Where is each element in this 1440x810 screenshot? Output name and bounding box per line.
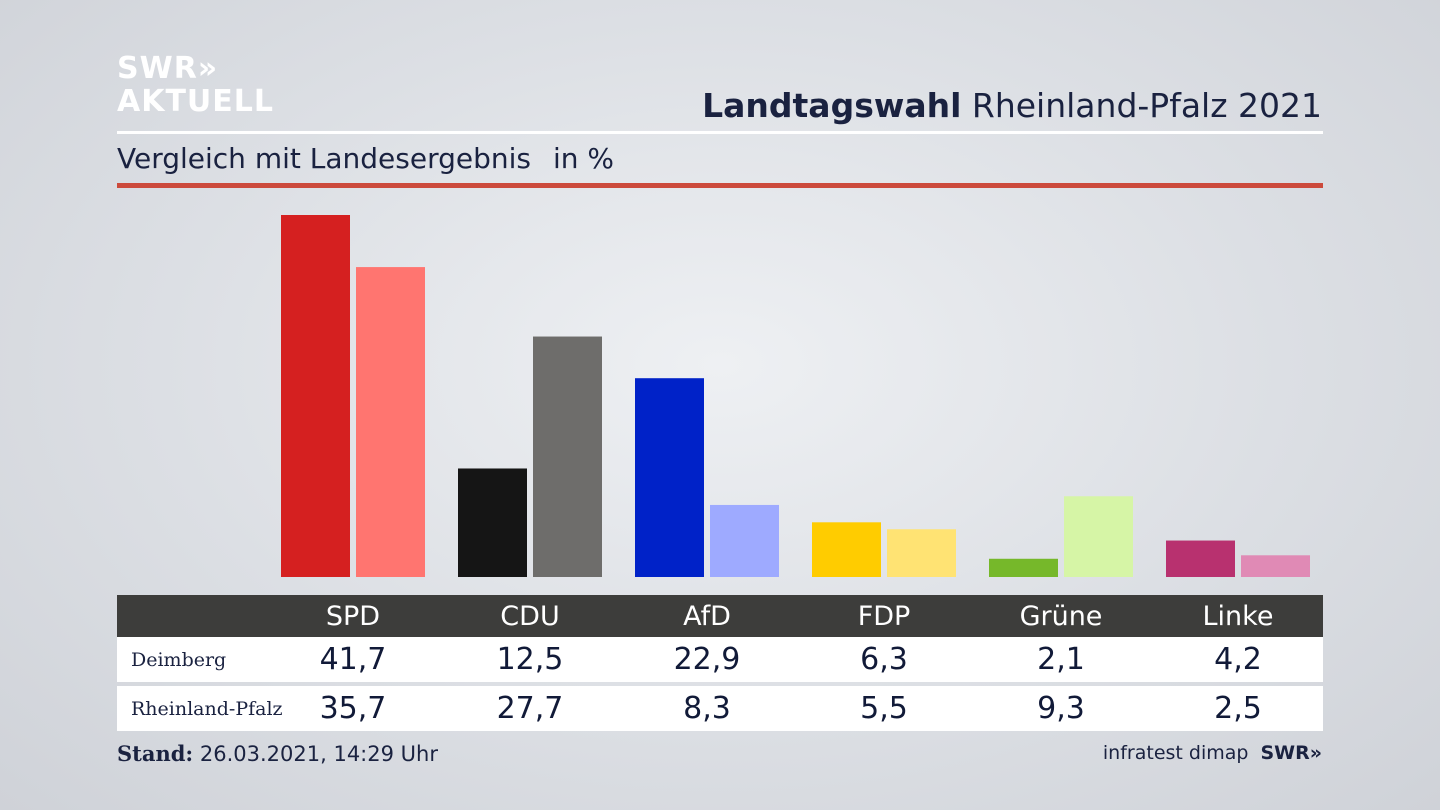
row-label: Rheinland-Pfalz — [131, 697, 283, 720]
value-cell-spd: 35,7 — [319, 691, 387, 726]
source-text: infratest dimap — [1102, 742, 1249, 764]
title-rest: Rheinland-Pfalz 2021 — [971, 86, 1322, 125]
value-cell-afd: 22,9 — [673, 642, 741, 677]
bar-gr-ne-deimberg — [989, 558, 1058, 577]
row-label: Deimberg — [131, 648, 227, 671]
bar-afd-rheinland-pfalz — [710, 504, 779, 577]
column-header-fdp: FDP — [857, 600, 911, 632]
value-cell-fdp: 5,5 — [860, 691, 908, 726]
column-header-linke: Linke — [1202, 600, 1274, 632]
subtitle-divider — [117, 183, 1323, 188]
logo-line-1: SWR» — [117, 51, 219, 86]
column-header-cdu: CDU — [500, 600, 560, 632]
timestamp: Stand: 26.03.2021, 14:29 Uhr — [117, 741, 438, 766]
bar-linke-deimberg — [1166, 540, 1235, 577]
source-credit: infratest dimap SWR» — [1103, 742, 1322, 764]
bar-fdp-rheinland-pfalz — [887, 529, 956, 577]
value-cell-linke: 2,5 — [1214, 691, 1262, 726]
column-header-afd: AfD — [683, 600, 731, 632]
bar-fdp-deimberg — [812, 522, 881, 577]
value-cell-linke: 4,2 — [1214, 642, 1262, 677]
value-cell-gr-ne: 9,3 — [1037, 691, 1085, 726]
column-header-spd: SPD — [325, 600, 381, 632]
table-row-deimberg: Deimberg 41,7 12,5 22,9 6,3 2,1 4,2 — [117, 637, 1323, 682]
source-brand: SWR» — [1260, 742, 1322, 764]
value-cell-gr-ne: 2,1 — [1037, 642, 1085, 677]
bar-cdu-deimberg — [458, 468, 527, 577]
bar-spd-rheinland-pfalz — [356, 267, 425, 577]
value-cell-cdu: 27,7 — [496, 691, 564, 726]
stand-value: 26.03.2021, 14:29 Uhr — [199, 742, 438, 766]
bar-chart — [281, 215, 1310, 577]
bar-spd-deimberg — [281, 215, 350, 577]
bar-afd-deimberg — [635, 378, 704, 577]
title-divider — [117, 131, 1323, 134]
column-header-gr-ne: Grüne — [1019, 600, 1103, 632]
results-table: SPD CDU AfD FDP Grüne Linke Deimberg 41,7 12,5… — [117, 595, 1323, 731]
chart-subtitle: Vergleich mit Landesergebnis in % — [117, 142, 614, 175]
logo-line-2: AKTUELL — [117, 84, 275, 119]
table-header: SPD CDU AfD FDP Grüne Linke — [117, 595, 1323, 637]
bar-linke-rheinland-pfalz — [1241, 555, 1310, 577]
swr-aktuell-logo: SWR» AKTUELL — [117, 54, 274, 117]
stand-label: Stand: — [117, 741, 194, 766]
value-cell-cdu: 12,5 — [496, 642, 564, 677]
table-row-rheinland-pfalz: Rheinland-Pfalz 35,7 27,7 8,3 5,5 9,3 2,5 — [117, 686, 1323, 731]
bar-gr-ne-rheinland-pfalz — [1064, 496, 1133, 577]
unit-label: in % — [552, 142, 615, 175]
value-cell-spd: 41,7 — [319, 642, 387, 677]
title-bold: Landtagswahl — [702, 86, 962, 125]
value-cell-afd: 8,3 — [683, 691, 731, 726]
value-cell-fdp: 6,3 — [860, 642, 908, 677]
bar-cdu-rheinland-pfalz — [533, 336, 602, 577]
page-title: Landtagswahl Rheinland-Pfalz 2021 — [702, 86, 1322, 125]
subtitle-text: Vergleich mit Landesergebnis — [117, 142, 531, 175]
